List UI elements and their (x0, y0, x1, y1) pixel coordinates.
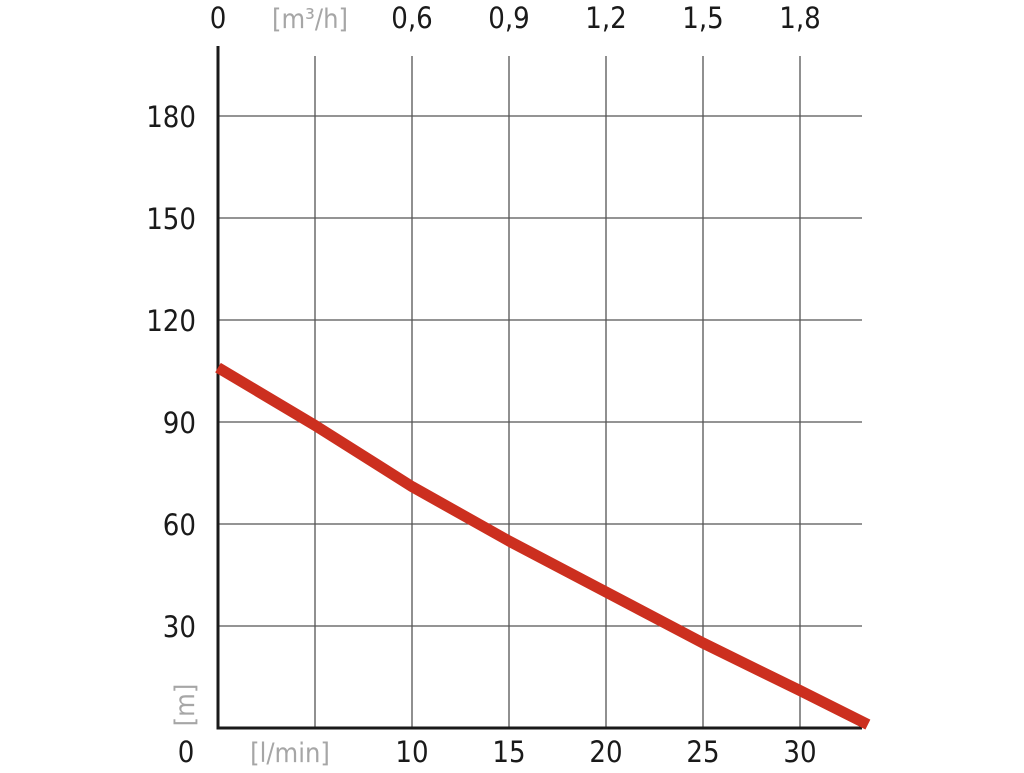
x-tick-label: 30 (783, 735, 816, 768)
x-tick-label: 0 (178, 735, 195, 768)
x-tick-label: 10 (395, 735, 428, 768)
y-tick-label: 60 (163, 508, 196, 542)
axes (216, 46, 862, 730)
y-unit-label: [m] (170, 684, 201, 727)
x-top-unit-label: [m³/h] (272, 4, 348, 35)
x-top-tick-label: 0 (210, 1, 227, 35)
x-tick-label: 20 (589, 735, 622, 768)
x-top-tick-label: 1,8 (779, 1, 820, 35)
y-tick-label: 180 (146, 100, 196, 134)
x-tick-label: 15 (492, 735, 525, 768)
series (215, 362, 871, 730)
x-tick-label: 25 (686, 735, 719, 768)
x-top-tick-label: 1,5 (682, 1, 723, 35)
y-tick-label: 120 (146, 304, 196, 338)
y-tick-label: 150 (146, 202, 196, 236)
x-top-tick-label: 1,2 (585, 1, 626, 35)
x-top-tick-label: 0,6 (391, 1, 432, 35)
series-line (215, 362, 871, 730)
y-tick-label: 30 (163, 610, 196, 644)
y-tick-label: 90 (163, 406, 196, 440)
x-top-tick-label: 0,9 (488, 1, 529, 35)
x-unit-label: [l/min] (250, 738, 330, 768)
grid (218, 56, 862, 728)
tick-labels: 0 10 15 20 25 30 [l/min] 0 0,6 0,9 1,2 1,5 1,8 [m³/h]… (146, 1, 821, 769)
